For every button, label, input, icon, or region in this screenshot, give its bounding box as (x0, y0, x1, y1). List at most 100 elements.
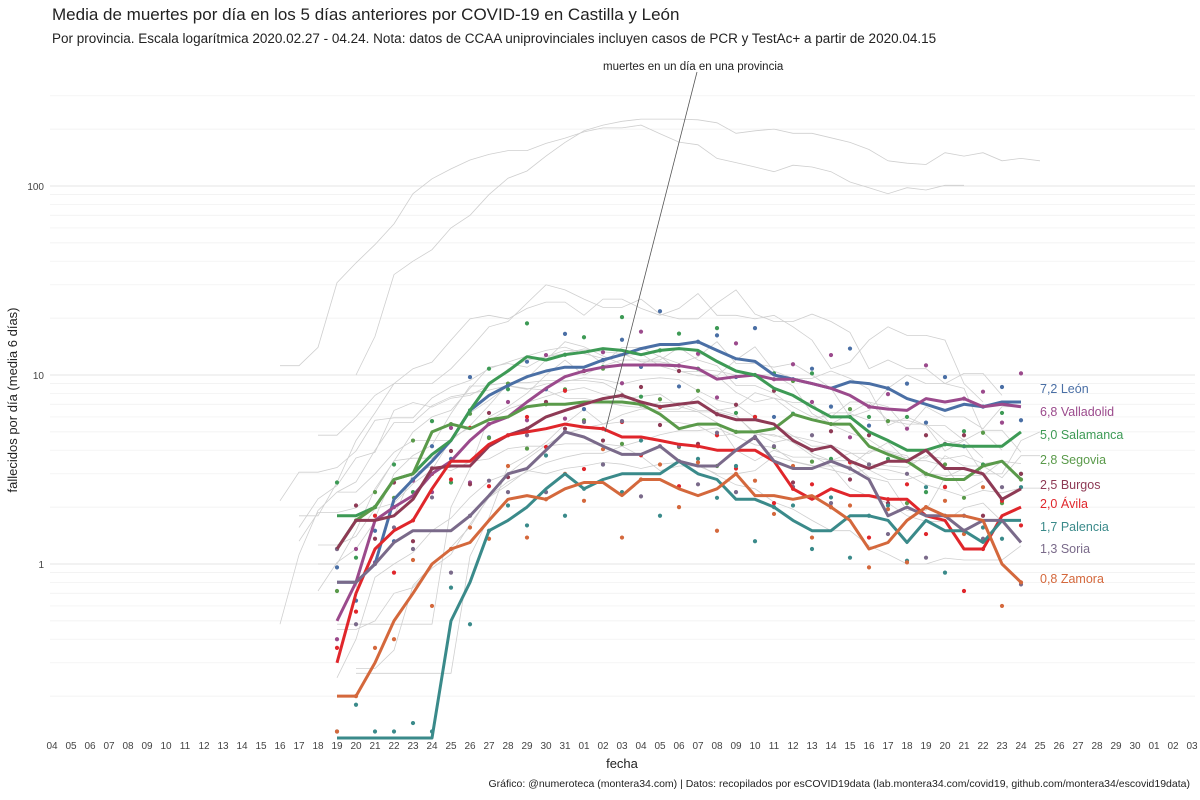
series-line-6 (337, 459, 1021, 740)
daily-point (619, 381, 625, 386)
daily-point (619, 337, 625, 342)
daily-point (923, 490, 929, 495)
x-tick-label: 29 (521, 741, 533, 752)
daily-point (885, 507, 891, 512)
x-tick-label: 05 (65, 741, 77, 752)
daily-point (961, 495, 967, 500)
daily-point (581, 335, 587, 340)
daily-point (866, 462, 872, 467)
x-tick-label: 04 (46, 741, 58, 752)
daily-point (600, 462, 606, 467)
daily-point (486, 366, 492, 371)
x-tick-label: 22 (388, 741, 400, 752)
daily-point (942, 374, 948, 380)
daily-point (847, 555, 853, 560)
x-tick-label: 24 (426, 741, 438, 752)
background-line (355, 118, 1041, 376)
daily-point (505, 463, 511, 469)
daily-point (999, 536, 1005, 541)
daily-point (391, 729, 397, 734)
x-tick-label: 07 (103, 741, 115, 752)
daily-point (809, 399, 815, 405)
daily-point (999, 384, 1005, 390)
x-tick-label: 18 (312, 741, 324, 752)
series-label: 2,5 Burgos (1040, 478, 1100, 492)
daily-point (467, 525, 473, 530)
daily-point (638, 438, 644, 443)
daily-point (562, 388, 568, 393)
daily-point (885, 503, 891, 508)
daily-point (828, 352, 834, 358)
daily-point (638, 494, 644, 499)
daily-point (353, 702, 359, 707)
daily-point (695, 482, 701, 487)
daily-point (581, 466, 587, 472)
x-tick-label: 06 (673, 741, 685, 752)
daily-point (372, 528, 378, 533)
daily-point (828, 495, 834, 500)
daily-point (942, 498, 948, 503)
x-tick-label: 02 (597, 741, 609, 752)
daily-point (334, 645, 340, 650)
daily-point (486, 478, 492, 483)
daily-point (372, 729, 378, 734)
x-tick-label: 28 (1091, 741, 1103, 752)
y-tick-label: 1 (38, 560, 44, 571)
series-line-8 (337, 472, 1023, 698)
x-tick-label: 17 (882, 741, 894, 752)
x-tick-label: 09 (730, 741, 742, 752)
daily-point (866, 535, 872, 540)
x-tick-label: 27 (483, 741, 495, 752)
x-tick-label: 12 (787, 741, 799, 752)
daily-point (904, 381, 910, 386)
daily-point (334, 565, 340, 570)
x-tick-label: 03 (616, 741, 628, 752)
daily-point (524, 321, 530, 326)
daily-point (391, 637, 397, 642)
y-axis-title: fallecidos por día (media 6 días) (5, 308, 20, 493)
daily-point (847, 503, 853, 508)
daily-point (448, 585, 454, 590)
daily-point (828, 404, 834, 409)
series-label: 2,8 Segovia (1040, 453, 1106, 467)
chart-subtitle: Por provincia. Escala logarítmica 2020.0… (52, 31, 937, 46)
daily-point (657, 462, 663, 467)
daily-point (809, 482, 815, 487)
daily-point (505, 490, 511, 495)
x-tick-label: 27 (1072, 741, 1084, 752)
series-end-labels: 7,2 León 6,8 Valladolid 5,0 Salamanca 2,8 S… (1040, 382, 1123, 586)
daily-point (657, 513, 663, 518)
daily-point (714, 326, 720, 331)
background-line (318, 284, 1003, 436)
x-tick-label: 20 (939, 741, 951, 752)
daily-point (448, 477, 454, 482)
x-tick-label: 07 (692, 741, 704, 752)
daily-point (847, 407, 853, 412)
x-tick-label: 13 (217, 741, 229, 752)
daily-point (638, 329, 644, 334)
daily-point (790, 362, 796, 367)
daily-point (809, 366, 815, 371)
x-tick-label: 17 (293, 741, 305, 752)
series-label: 6,8 Valladolid (1040, 405, 1114, 419)
daily-point (828, 501, 834, 506)
daily-point (486, 410, 492, 416)
x-tick-label: 01 (1148, 741, 1160, 752)
daily-point (752, 478, 758, 483)
series-label: 2,0 Ávila (1040, 496, 1088, 511)
x-tick-label: 13 (806, 741, 818, 752)
y-tick-labels: 1 10 100 (27, 182, 44, 571)
daily-point (676, 384, 682, 389)
daily-point (600, 438, 606, 443)
daily-point (486, 484, 492, 489)
x-tick-label: 22 (977, 741, 989, 752)
daily-point (733, 341, 739, 346)
daily-point (372, 536, 378, 541)
daily-point (524, 523, 530, 528)
daily-point (353, 503, 359, 508)
daily-point (505, 399, 511, 405)
daily-point (638, 384, 644, 390)
x-tick-label: 24 (1015, 741, 1027, 752)
daily-point (467, 482, 473, 487)
